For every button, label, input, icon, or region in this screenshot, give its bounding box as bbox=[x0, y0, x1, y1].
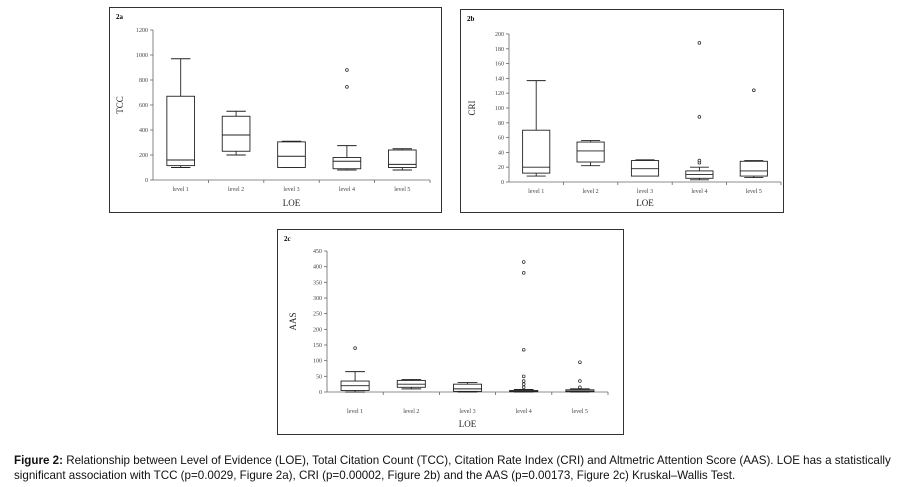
boxplot-cri: 0 20 40 60 80 100 120 140 160 180 200 level 1 level … bbox=[467, 32, 782, 208]
y-tick-label: 150 bbox=[313, 343, 322, 349]
y-axis-label: TCC bbox=[115, 96, 125, 114]
box-iqr bbox=[739, 160, 768, 177]
box-iqr bbox=[388, 149, 417, 168]
y-tick-label: 100 bbox=[495, 106, 504, 112]
y-tick-label: 20 bbox=[498, 165, 504, 171]
y-tick-label: 160 bbox=[495, 62, 504, 68]
y-tick-label: 400 bbox=[313, 265, 322, 271]
outlier-point bbox=[697, 115, 702, 119]
box-iqr bbox=[332, 157, 362, 170]
x-tick-label: level 3 bbox=[637, 189, 653, 195]
panel-label: 2a bbox=[116, 13, 123, 21]
caption-label: Figure 2: bbox=[14, 454, 63, 467]
outlier-point bbox=[521, 347, 526, 352]
outlier-point bbox=[578, 379, 582, 383]
x-tick-label: level 2 bbox=[228, 187, 244, 193]
outlier-point bbox=[578, 385, 582, 390]
y-tick-label: 600 bbox=[139, 103, 148, 109]
boxplot-aas: 0 50 100 150 200 250 300 350 400 450 level 1 level … bbox=[288, 249, 609, 429]
x-tick-label: level 5 bbox=[572, 409, 588, 415]
panel-label: 2c bbox=[284, 235, 291, 243]
y-axis-label: CRI bbox=[467, 100, 477, 115]
panel-2a: 2a 0 200 400 600 800 1000 1200 level 1 level 2 le… bbox=[109, 7, 442, 213]
outlier-point bbox=[521, 260, 526, 264]
y-tick-label: 80 bbox=[498, 121, 504, 127]
panel-2c: 2c 0 50 100 150 200 250 300 350 400 450 level 1 lev… bbox=[277, 229, 624, 435]
outlier-point bbox=[697, 158, 702, 163]
x-axis-label: LOE bbox=[636, 198, 654, 208]
x-tick-label: level 3 bbox=[283, 187, 299, 193]
y-tick-label: 40 bbox=[498, 150, 504, 156]
outlier-point bbox=[521, 385, 526, 390]
outlier-point bbox=[521, 379, 526, 383]
x-tick-label: level 4 bbox=[691, 189, 707, 195]
x-tick-label: level 5 bbox=[746, 189, 762, 195]
outlier-point bbox=[697, 41, 702, 45]
box-iqr bbox=[576, 141, 605, 163]
x-tick-label: level 1 bbox=[173, 187, 189, 193]
outlier-point bbox=[752, 88, 756, 92]
y-tick-label: 50 bbox=[316, 374, 322, 380]
caption-text: Relationship between Level of Evidence (… bbox=[14, 454, 891, 482]
x-tick-label: level 4 bbox=[339, 187, 355, 193]
x-tick-label: level 2 bbox=[583, 189, 599, 195]
y-axis-label: AAS bbox=[288, 312, 298, 330]
x-tick-label: level 5 bbox=[394, 187, 410, 193]
x-tick-label: level 2 bbox=[403, 409, 419, 415]
outlier-point bbox=[353, 346, 357, 350]
y-tick-label: 1200 bbox=[136, 28, 148, 34]
outlier-point bbox=[345, 85, 349, 89]
panel-label: 2b bbox=[467, 15, 475, 23]
outlier-point bbox=[345, 68, 349, 72]
x-tick-label: level 1 bbox=[347, 409, 363, 415]
y-tick-label: 350 bbox=[313, 280, 322, 286]
panel-2b: 2b 0 20 40 60 80 100 120 140 160 180 200 level 1 lev… bbox=[460, 9, 784, 213]
x-tick-label: level 1 bbox=[528, 189, 544, 195]
y-tick-label: 800 bbox=[139, 78, 148, 84]
box-iqr bbox=[277, 141, 306, 168]
outlier-point bbox=[578, 360, 582, 364]
y-tick-label: 0 bbox=[145, 178, 148, 184]
y-tick-label: 100 bbox=[313, 359, 322, 365]
y-tick-label: 300 bbox=[313, 296, 322, 302]
box-iqr bbox=[522, 129, 551, 174]
y-tick-label: 140 bbox=[495, 76, 504, 82]
y-tick-label: 200 bbox=[495, 32, 504, 38]
y-tick-label: 200 bbox=[139, 153, 148, 159]
outlier-point bbox=[521, 374, 526, 379]
box-iqr bbox=[166, 95, 195, 167]
y-tick-label: 60 bbox=[498, 136, 504, 142]
y-tick-label: 120 bbox=[495, 91, 504, 97]
y-tick-label: 200 bbox=[313, 327, 322, 333]
figure-caption: Figure 2: Relationship between Level of … bbox=[14, 453, 899, 483]
outlier-point bbox=[521, 382, 526, 386]
x-axis-label: LOE bbox=[459, 419, 477, 429]
outlier-point bbox=[521, 271, 526, 275]
box-iqr bbox=[452, 383, 482, 392]
y-tick-label: 250 bbox=[313, 312, 322, 318]
y-tick-label: 400 bbox=[139, 128, 148, 134]
y-tick-label: 0 bbox=[319, 390, 322, 396]
box-iqr bbox=[221, 115, 251, 152]
x-tick-label: level 4 bbox=[516, 409, 532, 415]
x-axis-label: LOE bbox=[283, 198, 301, 208]
x-tick-label: level 3 bbox=[459, 409, 475, 415]
y-tick-label: 180 bbox=[495, 47, 504, 53]
y-tick-label: 450 bbox=[313, 249, 322, 255]
boxplot-tcc: 0 200 400 600 800 1000 1200 level 1 level 2 level… bbox=[115, 28, 431, 208]
y-tick-label: 1000 bbox=[136, 53, 148, 59]
y-tick-label: 0 bbox=[501, 180, 504, 186]
